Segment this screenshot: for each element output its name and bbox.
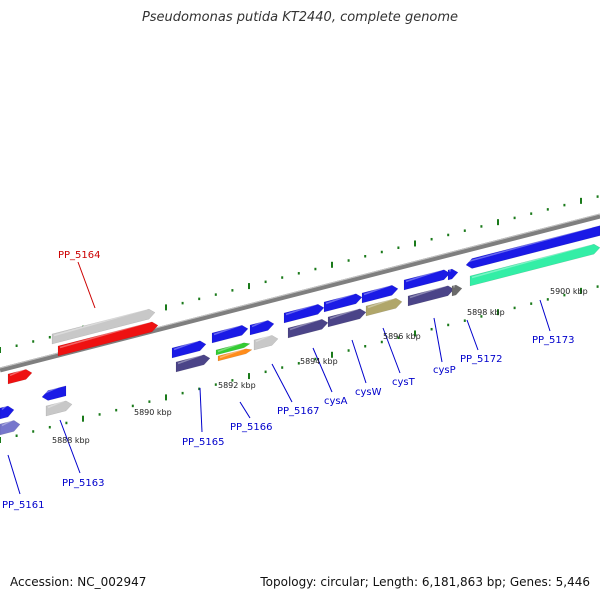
gene-cysp-small (447, 268, 459, 281)
gene-label-pp5163[interactable]: PP_5163 (62, 478, 105, 489)
gene-pp5172 (451, 284, 463, 297)
gene-pp5164-sheen (59, 321, 151, 349)
kbp-label-5896: 5896 kbp (383, 332, 421, 341)
gene-pp5161-b-sheen (1, 419, 13, 427)
gene-label-pp5165[interactable]: PP_5165 (182, 437, 225, 448)
label-leader-lines (7, 261, 551, 495)
leader-pp5167 (271, 363, 293, 403)
gene-small-red-sheen (9, 368, 25, 377)
gene-label-pp5172[interactable]: PP_5172 (460, 354, 503, 365)
gene-pp5163-blue-sheen (43, 386, 59, 395)
gene-label-pp5166[interactable]: PP_5166 (230, 422, 273, 433)
gene-cysp (403, 269, 451, 291)
gene-pp5166-sheen (213, 324, 241, 336)
gene-pp5165-sheen (173, 340, 199, 351)
gene-pp5173-aqua (469, 243, 600, 287)
leader-pp5161 (7, 454, 21, 495)
gene-pp5167-gray (253, 335, 279, 351)
leader-pp5164 (77, 261, 96, 309)
gene-cysw-slate-sheen (329, 308, 359, 320)
kbp-label-5898: 5898 kbp (467, 308, 505, 317)
tick-row-lower (0, 285, 599, 443)
gene-pp5173-sheen (467, 226, 593, 263)
gene-pp5163-blue (41, 385, 67, 401)
gene-label-pp5161[interactable]: PP_5161 (2, 500, 45, 511)
accession-text: Accession: NC_002947 (10, 575, 147, 589)
gene-pp5161-a (0, 405, 15, 420)
gene-cysa-slate-sheen (289, 318, 321, 331)
leader-cysa (312, 347, 333, 393)
gene-label-pp5173[interactable]: PP_5173 (532, 335, 575, 346)
genome-summary-text: Topology: circular; Length: 6,181,863 bp… (260, 575, 590, 589)
gene-label-cysw[interactable]: cysW (355, 387, 382, 398)
map-title: Pseudomonas putida KT2440, complete geno… (141, 10, 459, 25)
gene-cyst-khaki (365, 298, 403, 317)
gene-pp5166-green (215, 342, 251, 356)
gene-cyst-khaki-sheen (367, 297, 395, 309)
leader-pp5173 (539, 299, 551, 332)
leader-cyst (382, 327, 401, 374)
gene-pp5161-a-sheen (1, 405, 7, 411)
gene-pp5173-aqua-sheen (471, 243, 593, 279)
gene-features (0, 225, 600, 436)
gene-pp5163-gray-sheen (47, 400, 65, 409)
leader-cysw (351, 339, 367, 384)
gene-label-cysa[interactable]: cysA (324, 396, 348, 407)
leader-cysp (433, 317, 443, 363)
gene-pp5166 (211, 325, 249, 344)
gene-pp5165-slate-sheen (177, 354, 203, 365)
gene-pp5165 (171, 340, 207, 359)
gene-pp5163-gray (45, 400, 73, 417)
gene-label-pp5167[interactable]: PP_5167 (277, 406, 320, 417)
gene-label-cyst[interactable]: cysT (392, 377, 416, 388)
gene-pp5166-orange (217, 348, 253, 362)
gene-pp5173 (465, 225, 600, 269)
gene-pp5165-slate (175, 354, 211, 373)
gene-pp5166-green-sheen (217, 342, 243, 353)
gene-pp5167-sheen (251, 319, 267, 328)
kbp-label-5900: 5900 kbp (550, 287, 588, 296)
gene-label-cysp[interactable]: cysP (433, 365, 456, 376)
gene-pp5166-orange-sheen (219, 348, 245, 359)
gene-cysw (323, 293, 363, 313)
gene-pp5167 (249, 320, 275, 336)
gene-pp5164-gray (51, 308, 156, 345)
gene-cysp-slate (407, 285, 455, 307)
gene-cysw-slate (327, 308, 367, 328)
gene-pp5167-gray-sheen (255, 334, 271, 343)
gene-label-pp5164[interactable]: PP_5164 (58, 250, 101, 261)
gene-pp5161-b (0, 420, 21, 436)
gene-cysp-slate-sheen (409, 284, 447, 299)
gene-cysa (283, 304, 325, 324)
leader-pp5166 (239, 401, 251, 419)
leader-pp5172 (466, 319, 479, 351)
gene-cysa-sheen (285, 303, 317, 316)
gene-cysp-sheen (405, 268, 443, 283)
leader-pp5163 (59, 419, 81, 474)
leader-pp5165 (199, 387, 203, 433)
gene-pp5164 (57, 321, 159, 357)
gene-small-red (7, 369, 33, 385)
gene-pp5164-gray-sheen (53, 308, 148, 337)
kbp-label-5888: 5888 kbp (52, 436, 90, 445)
gene-cyst-sheen (363, 284, 391, 296)
gene-cysa-slate (287, 319, 329, 339)
kbp-label-5890: 5890 kbp (134, 408, 172, 417)
gene-cysw-sheen (325, 293, 355, 305)
gene-cyst (361, 285, 399, 304)
kbp-label-5892: 5892 kbp (218, 381, 256, 390)
kbp-label-5894: 5894 kbp (300, 357, 338, 366)
